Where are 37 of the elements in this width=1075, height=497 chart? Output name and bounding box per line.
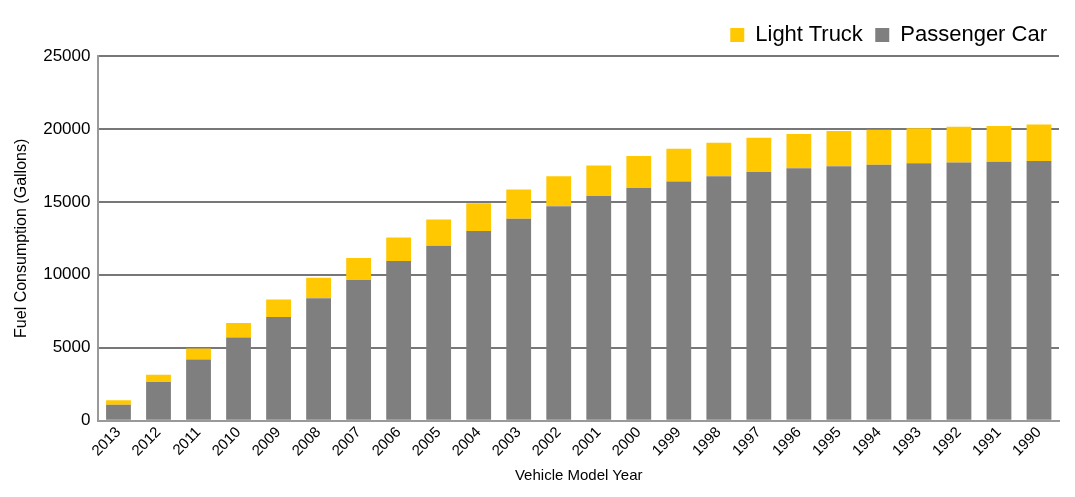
bar <box>506 189 532 219</box>
bar <box>106 404 131 420</box>
legend-label: Light Truck <box>755 21 864 47</box>
bar <box>626 155 652 189</box>
y-tick-label: 0 <box>81 410 91 430</box>
bar <box>106 400 131 405</box>
y-tick-label: 10000 <box>43 264 91 284</box>
bar <box>906 128 932 164</box>
y-tick-label: 25000 <box>43 45 91 65</box>
x-axis-title: Vehicle Model Year <box>514 466 643 484</box>
bar <box>946 126 972 163</box>
bar <box>306 277 331 299</box>
bar <box>706 142 732 177</box>
bar <box>746 137 772 172</box>
bar <box>786 134 812 169</box>
bar <box>546 176 572 207</box>
bar <box>426 219 452 246</box>
bar <box>146 382 171 420</box>
bar <box>146 374 171 383</box>
bar <box>266 299 291 318</box>
y-tick-label: 5000 <box>52 337 91 357</box>
bar <box>226 322 251 338</box>
bar <box>346 258 372 280</box>
bar <box>586 165 612 197</box>
bar <box>466 203 492 232</box>
bar <box>386 237 412 261</box>
bar <box>1026 124 1052 162</box>
y-tick-label: 20000 <box>43 118 91 138</box>
bar <box>866 129 892 165</box>
y-tick-label: 15000 <box>43 191 91 211</box>
bar <box>186 359 211 420</box>
bar <box>186 348 211 360</box>
bar <box>826 131 852 167</box>
bar <box>666 148 692 182</box>
y-axis-title: Fuel Consumption (Gallons) <box>12 138 30 338</box>
bar <box>986 126 1012 162</box>
legend-label: Passenger Car <box>900 21 1048 47</box>
